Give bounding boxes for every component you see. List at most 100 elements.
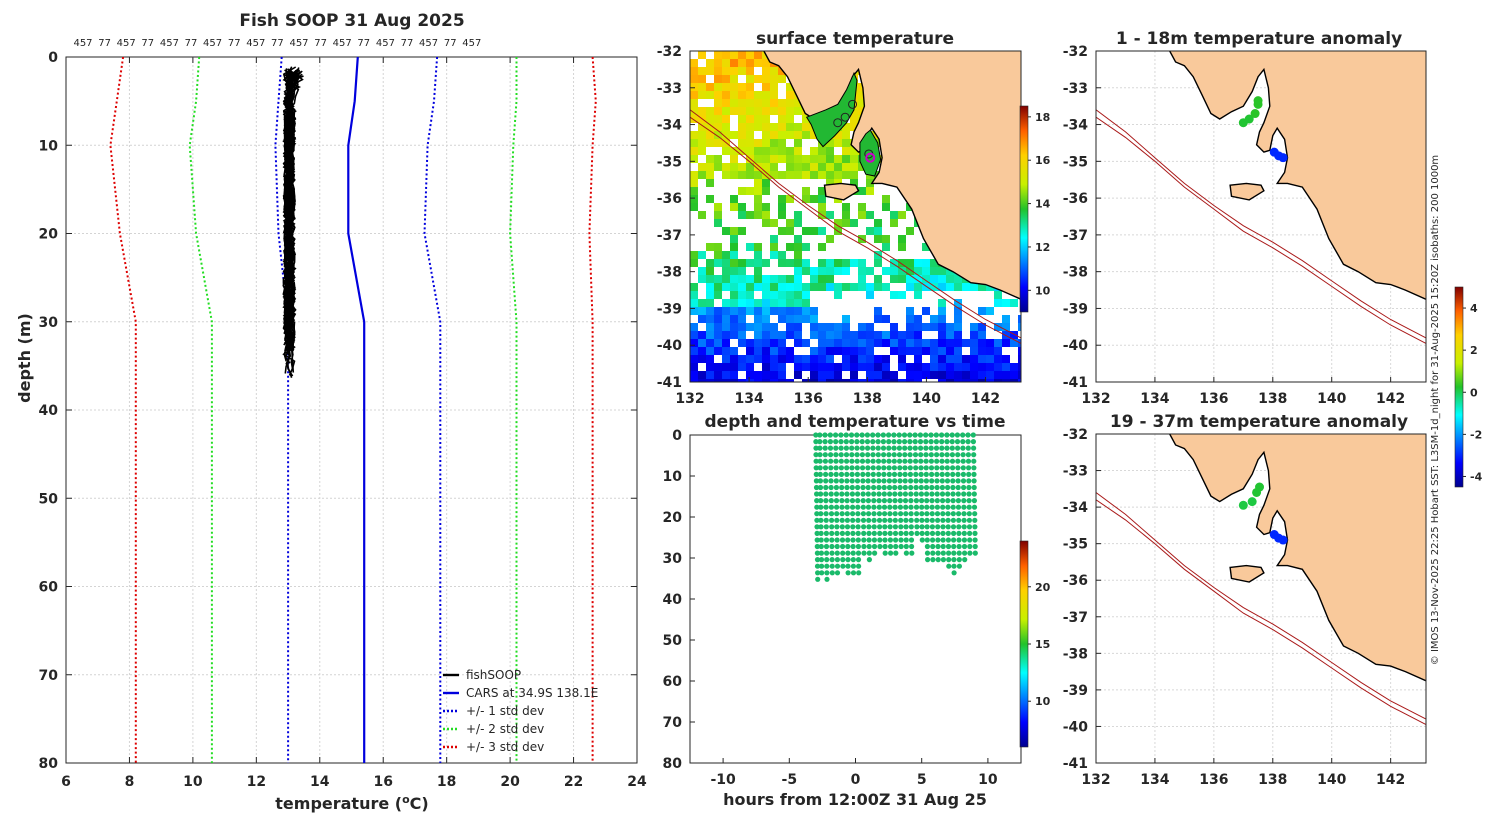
time-sample (833, 439, 839, 445)
sst-pixel (698, 251, 706, 259)
time-sample (924, 511, 930, 517)
time-sample (850, 563, 857, 569)
time-sample (945, 511, 951, 517)
time-sample (923, 439, 929, 445)
sst-pixel (834, 323, 842, 331)
sst-pixel (874, 227, 882, 235)
time-sample (955, 498, 962, 504)
sst-pixel (858, 331, 866, 339)
sst-pixel (738, 51, 746, 59)
sst-map-panel: surface temperature 132 134 136 138 140 142-3… (657, 29, 1051, 407)
time-sample (823, 517, 829, 523)
time-sample (813, 452, 819, 458)
time-sample (855, 498, 861, 504)
time-ytick-label: 30 (663, 551, 683, 567)
anomaly-bottom-panel: 19 - 37m temperature anomaly 132 134 136 13… (1063, 412, 1427, 788)
sst-pixel (810, 363, 818, 371)
time-sample (924, 498, 930, 504)
time-sample (955, 458, 961, 464)
sst-pixel (746, 83, 754, 91)
sst-pixel (770, 347, 778, 355)
map-ytick-label: -41 (1063, 375, 1088, 391)
time-axes (689, 434, 1022, 764)
sst-pixel (714, 91, 722, 99)
sst-pixel (834, 379, 842, 382)
time-sample (898, 537, 904, 543)
time-sample (892, 478, 898, 484)
sst-pixel (954, 323, 962, 331)
sst-pixel (738, 123, 746, 131)
sst-pixel (706, 123, 714, 131)
anom-land (1168, 51, 1426, 301)
time-sample (892, 491, 898, 497)
time-sample (886, 465, 892, 471)
time-sample (817, 471, 823, 477)
time-sample (924, 491, 930, 497)
time-sample (824, 550, 830, 556)
sst-pixel (810, 379, 818, 382)
map-xtick-label: 142 (1376, 772, 1405, 788)
time-sample (823, 530, 830, 537)
sst-pixel (786, 291, 794, 299)
time-sample (956, 550, 962, 556)
time-sample (924, 550, 931, 556)
time-sample (844, 484, 850, 491)
time-sample (950, 484, 956, 491)
sst-pixel (938, 283, 946, 291)
time-sample (950, 465, 956, 471)
sst-pixel (722, 355, 730, 363)
sst-pixel (1018, 323, 1021, 331)
sst-pixel (858, 211, 866, 219)
sst-pixel (722, 163, 730, 171)
sst-pixel (826, 259, 834, 267)
sst-pixel (850, 115, 858, 123)
sst-pixel (954, 371, 962, 379)
time-sample (828, 491, 834, 497)
sst-pixel (690, 259, 698, 267)
time-sample (829, 570, 835, 576)
sst-pixel (1002, 323, 1010, 331)
profile-ytick-label: 20 (39, 227, 59, 243)
sst-pixel (714, 123, 722, 131)
profile-title: Fish SOOP 31 Aug 2025 (239, 11, 464, 31)
time-sample (817, 465, 823, 471)
sst-pixel (890, 219, 898, 227)
sst-pixel (802, 155, 810, 163)
time-sample (833, 432, 839, 438)
time-sample (828, 484, 834, 491)
sst-pixel (714, 291, 722, 299)
sst-pixel (770, 131, 778, 139)
time-sample (971, 498, 978, 504)
sst-pixel (786, 243, 794, 251)
sst-pixel (706, 339, 714, 347)
time-sample (944, 432, 950, 438)
time-sample (818, 530, 824, 537)
time-sample (844, 517, 851, 523)
time-sample (814, 543, 820, 550)
sst-pixel (778, 251, 786, 259)
time-sample (902, 452, 908, 458)
time-sample (840, 557, 846, 563)
sst-pixel (770, 147, 778, 155)
sst-pixel (874, 363, 882, 371)
time-sample (903, 530, 909, 537)
profile-count-label: 457 (160, 38, 179, 49)
time-sample (902, 445, 908, 451)
time-sample (886, 439, 892, 445)
sst-pixel (770, 363, 778, 371)
time-sample (960, 478, 967, 484)
sst-pixel (882, 331, 890, 339)
sst-pixel (762, 307, 770, 315)
sst-pixel (914, 259, 922, 267)
sst-pixel (738, 91, 746, 99)
sst-pixel (754, 91, 762, 99)
sst-pixel (770, 299, 778, 307)
sst-pixel (770, 371, 778, 379)
series--2-std-dev-high- (509, 57, 518, 763)
sst-pixel (754, 347, 762, 355)
sst-pixel (786, 347, 794, 355)
profile-xtick-label: 20 (500, 774, 520, 790)
sst-pixel (730, 323, 738, 331)
time-sample (871, 511, 877, 517)
sst-pixel (842, 339, 850, 347)
